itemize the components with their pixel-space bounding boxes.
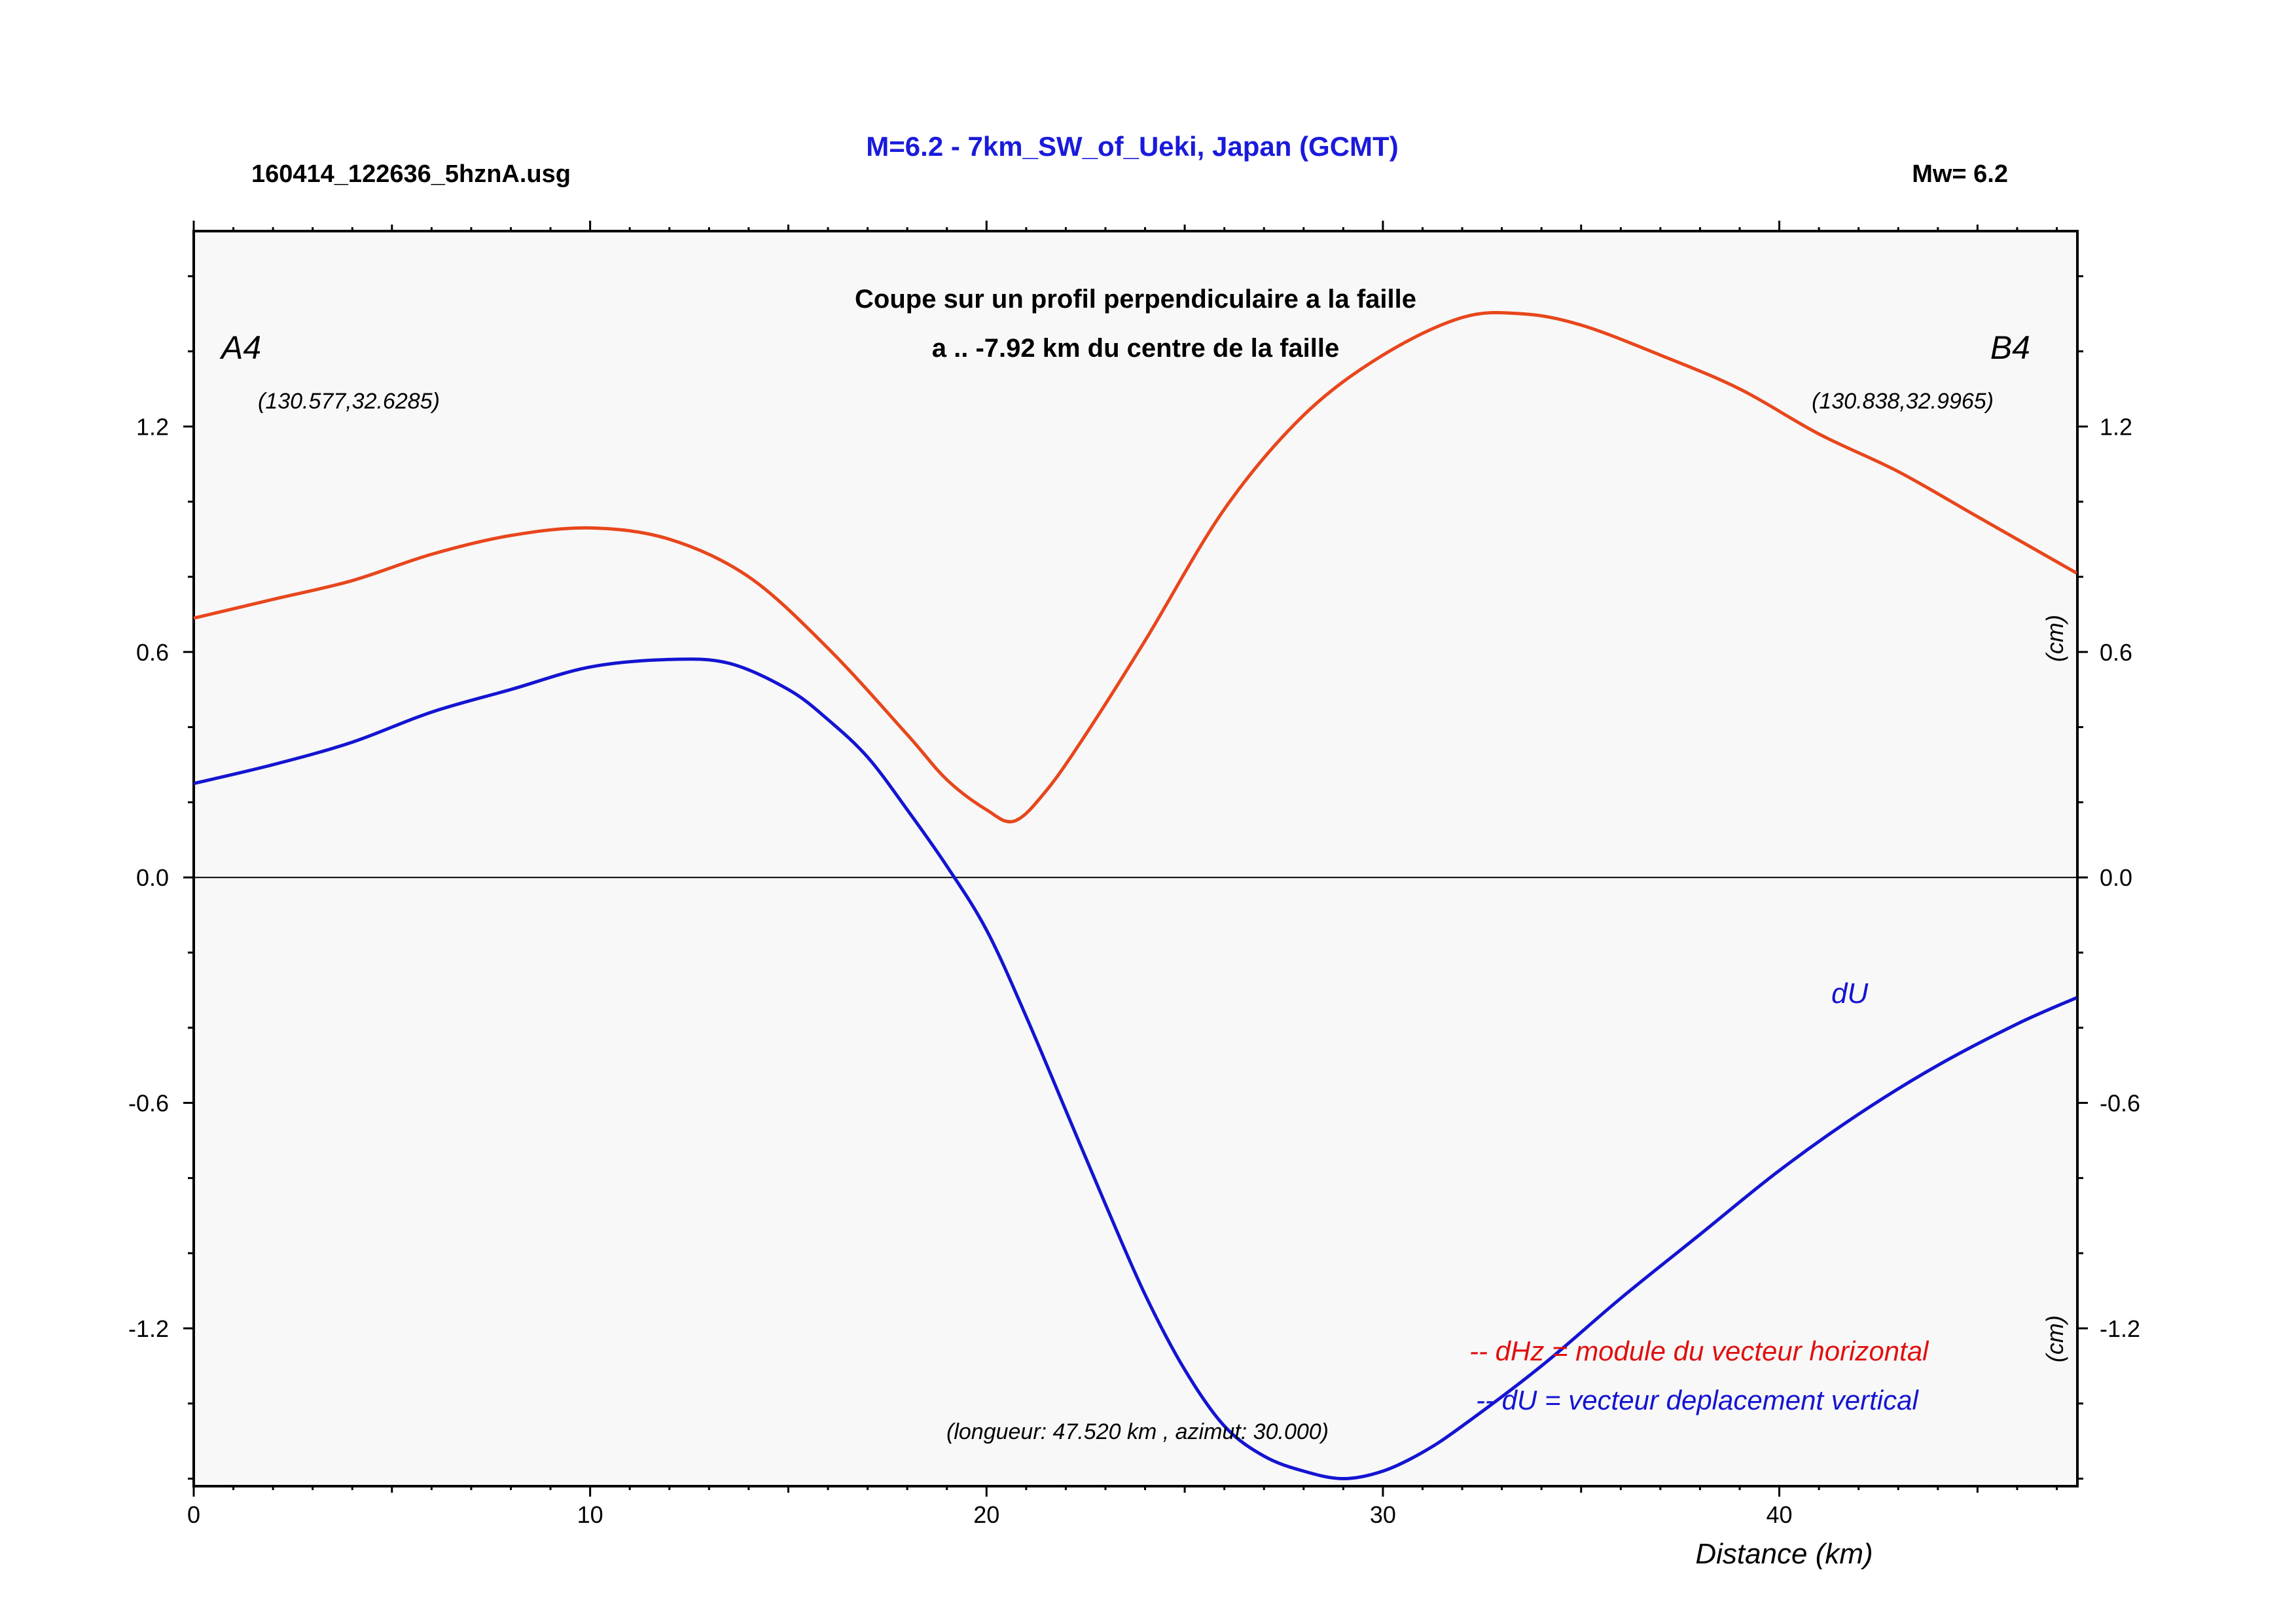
y-axis-label-upper: (cm) xyxy=(2041,615,2068,662)
endpoint-b-coords: (130.838,32.9965) xyxy=(1812,389,1994,414)
y-tick-label-left: 0.0 xyxy=(136,864,169,891)
du-series-label: dU xyxy=(1831,977,1868,1010)
y-tick-label-right: 0.6 xyxy=(2100,639,2132,666)
x-tick-label: 20 xyxy=(973,1501,999,1528)
y-tick-label-left: 1.2 xyxy=(136,413,169,440)
profile-subtitle-line1: Coupe sur un profil perpendiculaire a la… xyxy=(855,285,1416,314)
legend-dhz: -- dHz = module du vecteur horizontal xyxy=(1469,1336,1929,1366)
y-tick-label-left: -1.2 xyxy=(128,1315,169,1342)
x-axis-label: Distance (km) xyxy=(1695,1538,1873,1570)
y-axis-label-lower: (cm) xyxy=(2041,1315,2068,1362)
magnitude-label: Mw= 6.2 xyxy=(1912,160,2008,188)
endpoint-a-coords: (130.577,32.6285) xyxy=(258,389,440,414)
y-tick-label-right: -0.6 xyxy=(2100,1090,2140,1117)
y-tick-label-left: -0.6 xyxy=(128,1090,169,1117)
plot-frame xyxy=(192,230,2079,1487)
y-tick-label-right: 0.0 xyxy=(2100,864,2132,891)
file-name: 160414_122636_5hznA.usg xyxy=(251,160,571,188)
legend-du: -- dU = vecteur deplacement vertical xyxy=(1476,1385,1919,1415)
dhz-series-line xyxy=(193,310,2078,824)
chart-title: M=6.2 - 7km_SW_of_Ueki, Japan (GCMT) xyxy=(866,131,1398,162)
y-tick-label-right: -1.2 xyxy=(2100,1315,2140,1342)
x-tick-label: 30 xyxy=(1370,1501,1396,1528)
y-tick-label-left: 0.6 xyxy=(136,639,169,666)
x-tick-label: 10 xyxy=(577,1501,603,1528)
endpoint-b-label: B4 xyxy=(1990,329,2030,366)
du-series-line xyxy=(193,657,2077,1480)
x-tick-label: 0 xyxy=(187,1501,200,1528)
profile-info: (longueur: 47.520 km , azimut: 30.000) xyxy=(946,1419,1329,1444)
y-tick-label-right: 1.2 xyxy=(2100,413,2132,440)
x-tick-label: 40 xyxy=(1767,1501,1793,1528)
profile-subtitle-line2: a .. -7.92 km du centre de la faille xyxy=(932,334,1339,363)
endpoint-a-label: A4 xyxy=(219,329,261,366)
